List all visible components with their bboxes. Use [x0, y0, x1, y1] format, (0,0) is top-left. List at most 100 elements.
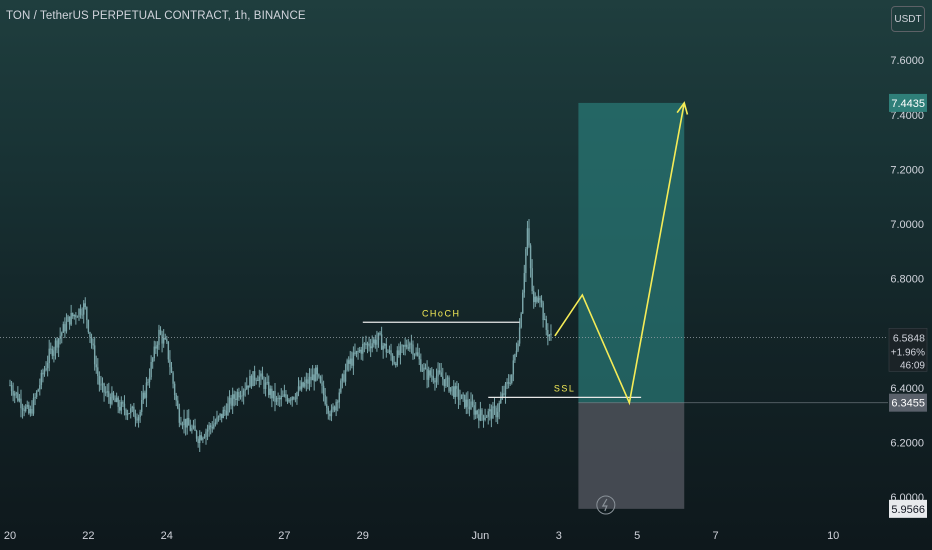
candle-body [82, 303, 85, 315]
candle-body [550, 333, 552, 336]
candle-body [332, 406, 334, 410]
candle-body [354, 352, 356, 354]
y-tick-label: 7.2000 [890, 164, 924, 176]
candle-body [487, 411, 489, 417]
candle-body [379, 332, 381, 335]
candle-body [199, 435, 201, 443]
x-tick-label: Jun [472, 530, 490, 542]
candle-body [515, 350, 518, 355]
candle-body [24, 406, 27, 411]
candle-body [478, 414, 480, 421]
candle-body [416, 352, 419, 356]
candle-body [490, 409, 493, 419]
candle-body [153, 346, 155, 359]
candle-body [412, 344, 414, 355]
candle-body [142, 392, 144, 400]
candle-body [349, 358, 351, 364]
candle-body [17, 392, 19, 401]
candle-body [307, 379, 309, 384]
candle-body [468, 406, 471, 410]
y-tick-label: 7.4000 [890, 110, 924, 122]
candle-body [473, 405, 475, 415]
candle-body [117, 397, 119, 407]
candle-body [188, 417, 190, 426]
candle-body [493, 406, 496, 408]
candle-body [233, 394, 235, 399]
candle-body [340, 380, 342, 393]
candle-body [366, 343, 369, 346]
candle-body [100, 384, 102, 386]
candle-body [421, 370, 424, 372]
candle-body [62, 324, 65, 333]
candle-body [418, 355, 420, 360]
entry-price-label-box [889, 393, 927, 412]
candle-body [205, 431, 207, 437]
candle-body [144, 392, 146, 398]
x-tick-label: 3 [556, 530, 562, 542]
candle-body [495, 407, 497, 418]
candle-body [263, 379, 265, 390]
candle-body [86, 307, 88, 321]
candle-body [315, 367, 317, 382]
candle-body [482, 415, 485, 420]
candle-body [166, 339, 168, 342]
candle-body [393, 361, 395, 364]
candle-body [42, 372, 44, 375]
candle-body [271, 388, 273, 399]
candle-body [222, 409, 224, 419]
candle-body [108, 391, 110, 397]
candle-body [500, 398, 502, 403]
candle-body [73, 314, 75, 317]
candle-body [446, 377, 449, 379]
candle-body [133, 406, 135, 417]
x-tick-label: 27 [278, 530, 290, 542]
candle-body [87, 320, 90, 333]
candle-body [399, 346, 402, 356]
candle-body [162, 337, 165, 344]
candle-body [305, 379, 308, 383]
candle-body [244, 389, 246, 391]
candle-body [525, 248, 527, 274]
candle-body [277, 397, 279, 399]
currency-selector[interactable]: USDT [891, 6, 925, 32]
candle-body [485, 416, 488, 418]
candle-body [542, 302, 544, 321]
candle-body [492, 406, 494, 419]
candle-body [474, 410, 477, 415]
candle-body [321, 382, 323, 386]
candle-body [31, 408, 33, 414]
candle-body [467, 399, 469, 407]
candle-body [260, 373, 262, 377]
candle-body [12, 390, 14, 396]
candle-body [255, 380, 257, 381]
candle-body [220, 413, 223, 419]
candle-body [75, 314, 77, 318]
candle-body [358, 349, 361, 352]
candle-body [101, 383, 104, 385]
last-price-value: 6.5848 [893, 332, 925, 344]
candle-body [520, 313, 522, 328]
candle-body [343, 374, 345, 382]
candle-body [78, 308, 80, 318]
candle-body [40, 372, 43, 386]
candle-body [156, 344, 159, 349]
candle-body [423, 367, 425, 371]
candle-body [396, 350, 398, 366]
candle-body [319, 376, 322, 383]
candle-body [504, 383, 507, 395]
candle-body [533, 291, 535, 303]
candle-body [170, 367, 173, 373]
candle-body [211, 426, 213, 429]
candle-body [369, 346, 372, 349]
candle-body [327, 407, 330, 414]
candle-body [545, 319, 547, 330]
candle-body [186, 417, 188, 428]
candle-body [235, 398, 237, 400]
candle-body [341, 374, 344, 381]
candle-body [195, 430, 198, 439]
candle-body [426, 368, 428, 380]
candle-body [257, 380, 259, 381]
candle-body [409, 343, 411, 349]
candle-body [286, 397, 289, 402]
